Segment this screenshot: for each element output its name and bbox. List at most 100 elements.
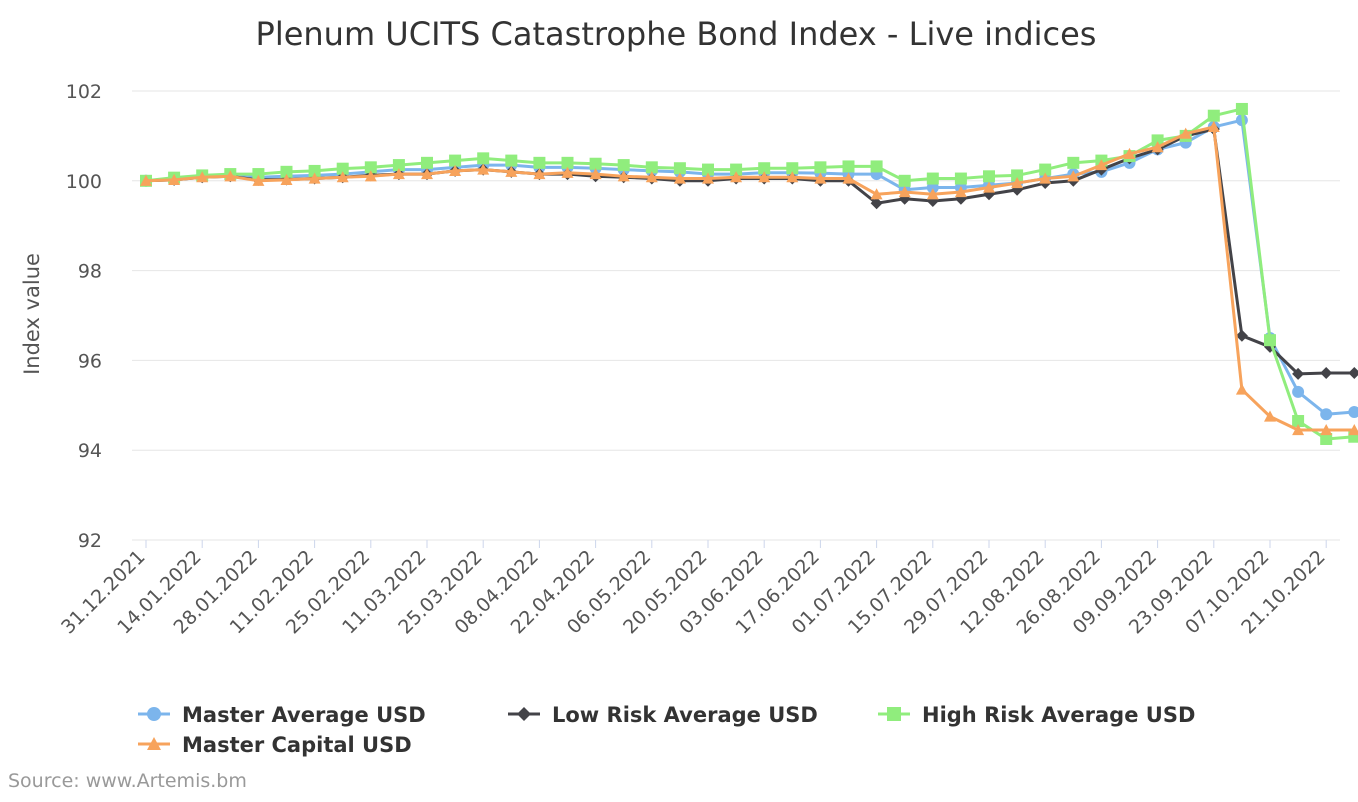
data-point[interactable] (533, 168, 546, 180)
data-point[interactable] (449, 154, 462, 167)
data-point[interactable] (1207, 120, 1220, 133)
data-point[interactable] (1292, 385, 1305, 398)
data-point[interactable] (870, 197, 883, 210)
data-point[interactable] (1235, 102, 1248, 115)
data-point[interactable] (617, 159, 630, 172)
data-point[interactable] (1320, 423, 1333, 436)
data-point[interactable] (1011, 177, 1024, 189)
data-point[interactable] (1235, 383, 1248, 395)
data-point[interactable] (1039, 172, 1052, 184)
legend-item[interactable]: High Risk Average USD (878, 703, 1195, 727)
data-point[interactable] (1320, 366, 1333, 379)
data-point[interactable] (814, 172, 827, 184)
data-point[interactable] (1320, 432, 1333, 445)
data-point[interactable] (533, 156, 546, 169)
data-point[interactable] (983, 170, 995, 183)
data-point[interactable] (786, 162, 799, 175)
data-point[interactable] (926, 188, 939, 200)
legend-item[interactable]: Low Risk Average USD (508, 703, 818, 727)
data-point[interactable] (870, 188, 883, 200)
data-point[interactable] (1179, 127, 1192, 139)
data-point[interactable] (589, 168, 602, 180)
data-point[interactable] (1264, 410, 1276, 422)
y-tick-label: 98 (78, 261, 102, 283)
data-point[interactable] (1292, 423, 1305, 436)
legend[interactable]: Master Average USD Low Risk Average USD Hi… (138, 703, 1195, 757)
data-point[interactable] (364, 161, 377, 174)
data-point[interactable] (280, 173, 293, 186)
data-point[interactable] (814, 161, 827, 174)
data-point[interactable] (1039, 163, 1052, 176)
data-point[interactable] (364, 170, 377, 182)
data-point[interactable] (392, 159, 405, 172)
data-point[interactable] (842, 172, 855, 184)
data-point[interactable] (954, 186, 967, 198)
legend-item[interactable]: Master Capital USD (138, 733, 412, 757)
data-point[interactable] (1348, 423, 1358, 436)
data-point[interactable] (954, 172, 967, 185)
data-point[interactable] (561, 156, 574, 169)
data-point[interactable] (308, 164, 321, 177)
data-point[interactable] (730, 171, 743, 183)
data-point[interactable] (196, 171, 209, 183)
data-point[interactable] (758, 171, 771, 183)
data-point[interactable] (336, 171, 349, 183)
legend-label: Low Risk Average USD (552, 703, 818, 727)
data-point[interactable] (702, 163, 714, 176)
data-point[interactable] (589, 157, 602, 170)
data-point[interactable] (336, 162, 349, 175)
data-point[interactable] (280, 165, 293, 178)
data-point[interactable] (1348, 406, 1358, 419)
data-point[interactable] (1067, 156, 1080, 169)
data-point[interactable] (1207, 109, 1220, 122)
data-point[interactable] (1292, 415, 1305, 428)
data-point[interactable] (1235, 329, 1248, 342)
data-point[interactable] (1348, 430, 1358, 443)
data-point[interactable] (1011, 169, 1024, 182)
data-point[interactable] (1292, 367, 1305, 380)
data-point[interactable] (1151, 141, 1164, 153)
data-point[interactable] (730, 163, 743, 176)
data-point[interactable] (842, 160, 855, 173)
data-point[interactable] (561, 166, 574, 178)
data-point[interactable] (1095, 159, 1108, 171)
data-point[interactable] (421, 156, 433, 169)
data-point[interactable] (477, 152, 490, 165)
data-point[interactable] (645, 161, 658, 174)
data-point[interactable] (898, 186, 911, 198)
data-point[interactable] (983, 181, 995, 193)
data-point[interactable] (224, 170, 237, 182)
data-point[interactable] (673, 162, 686, 175)
data-point[interactable] (926, 172, 939, 185)
data-point[interactable] (1320, 408, 1333, 421)
y-axis-ticks: 92 94 96 98 100 102 (66, 81, 102, 552)
data-point[interactable] (1264, 334, 1276, 347)
data-point[interactable] (252, 168, 265, 181)
legend-item[interactable]: Master Average USD (138, 703, 426, 727)
chart-title: Plenum UCITS Catastrophe Bond Index - Li… (256, 15, 1097, 53)
data-point[interactable] (617, 170, 630, 182)
data-point[interactable] (870, 160, 883, 173)
data-point[interactable] (392, 168, 405, 180)
data-point[interactable] (1123, 147, 1136, 159)
data-point[interactable] (673, 172, 686, 184)
y-tick-label: 94 (78, 440, 102, 462)
data-point[interactable] (786, 171, 799, 183)
data-point[interactable] (308, 172, 321, 184)
data-point[interactable] (505, 154, 518, 167)
data-point[interactable] (1151, 134, 1164, 147)
grid (132, 90, 1340, 541)
data-point[interactable] (505, 165, 518, 177)
data-point[interactable] (449, 164, 462, 177)
data-point[interactable] (421, 168, 433, 180)
data-point[interactable] (1067, 170, 1080, 182)
data-point[interactable] (702, 172, 714, 184)
data-point[interactable] (758, 162, 771, 175)
data-point[interactable] (645, 171, 658, 183)
data-point[interactable] (1348, 366, 1358, 379)
data-point[interactable] (898, 174, 911, 187)
data-point[interactable] (140, 174, 152, 186)
data-point[interactable] (168, 173, 181, 186)
data-point[interactable] (252, 174, 265, 186)
data-point[interactable] (477, 163, 490, 175)
